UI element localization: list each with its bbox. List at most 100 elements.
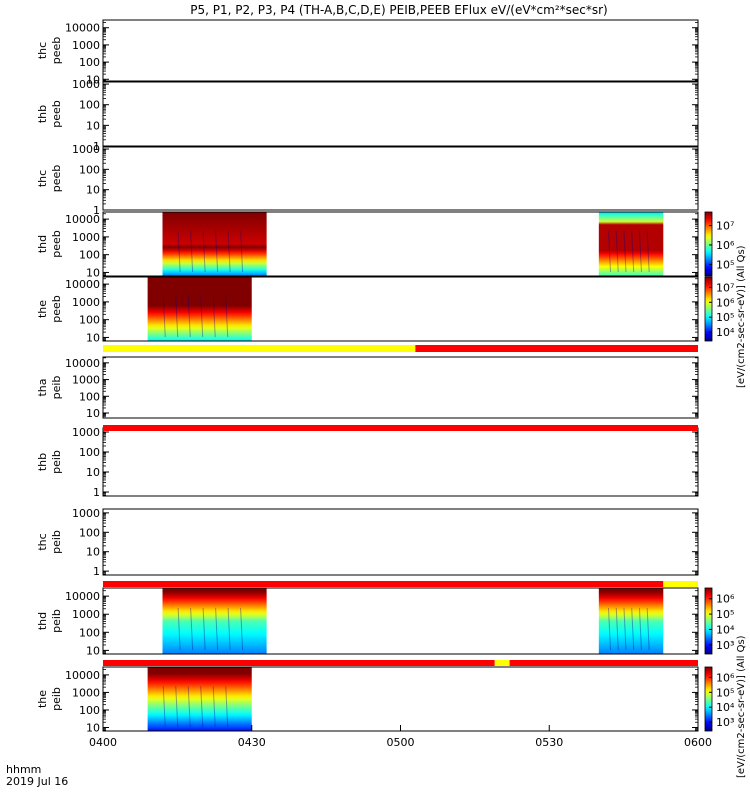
y-tick-label: 100 <box>79 704 100 717</box>
y-label-probe: thb <box>36 105 49 123</box>
panel-frame <box>102 587 699 655</box>
spectrogram-texture <box>240 607 244 651</box>
colorbar-tick-label: 10⁴ <box>716 623 735 636</box>
x-tick-label: 0430 <box>238 736 266 749</box>
mode-bar-segment <box>663 581 698 587</box>
spectrogram-block <box>147 667 252 731</box>
panel-thd-peeb: 10000 1000 100 10 thd peeb 10⁷ 10⁶ 10⁵ <box>36 211 735 279</box>
y-label-probe: thc <box>36 533 49 550</box>
y-tick-label: 100 <box>79 526 100 539</box>
date-label: 2019 Jul 16 <box>6 775 68 788</box>
y-label-probe: tha <box>36 378 49 396</box>
y-tick-label: 10 <box>86 546 100 559</box>
spectrogram-texture <box>162 686 166 728</box>
colorbar-tick-label: 10³ <box>716 639 734 652</box>
colorbar-tick-label: 10³ <box>716 716 734 729</box>
y-tick-label: 1000 <box>72 507 100 520</box>
colorbar-tick-label: 10⁵ <box>716 686 734 699</box>
y-tick-label: 10000 <box>65 357 100 370</box>
colorbar-tick-label: 10⁷ <box>716 281 734 294</box>
chart-title: P5, P1, P2, P3, P4 (TH-A,B,C,D,E) PEIB,P… <box>190 3 607 17</box>
panel-thb-peeb: 1000 100 10 1 thb peeb <box>36 78 699 153</box>
colorbar <box>704 587 713 655</box>
x-tick-label: 0400 <box>89 736 117 749</box>
y-tick-label: 1000 <box>72 296 100 309</box>
mode-bar-segment <box>103 425 698 431</box>
x-tick-label: 0600 <box>684 736 712 749</box>
y-tick-label: 1000 <box>72 78 100 91</box>
spectrogram-texture <box>177 231 181 273</box>
y-tick-label: 10 <box>86 73 100 86</box>
mode-bar-segment <box>103 581 664 587</box>
spectrogram-texture <box>190 231 194 273</box>
colorbar-tick-label: 10⁵ <box>716 608 734 621</box>
panel-thc-peib: 1000 100 10 1 thc peib <box>36 507 699 578</box>
y-tick-label: 100 <box>79 446 100 459</box>
x-axis: 0400 0430 0500 0530 0600 <box>89 725 712 749</box>
y-tick-label: 1000 <box>72 608 100 621</box>
colorbar <box>704 276 713 342</box>
x-tick-label: 0530 <box>535 736 563 749</box>
spectrogram-texture <box>646 607 650 651</box>
y-tick-label: 1 <box>93 140 100 153</box>
spectrogram-texture <box>225 686 229 728</box>
y-label-probe: the <box>36 300 49 318</box>
spectrogram-texture <box>608 231 612 273</box>
y-tick-label: 100 <box>79 249 100 262</box>
colorbar-tick-label: 10⁴ <box>716 326 735 339</box>
mode-bar-segment <box>103 345 416 352</box>
spectrogram-texture <box>200 686 204 728</box>
spectrogram-texture <box>190 607 194 651</box>
y-tick-label: 100 <box>79 99 100 112</box>
y-tick-label: 10000 <box>65 590 100 603</box>
spectrogram-texture <box>227 607 231 651</box>
panel-frame <box>102 508 699 576</box>
panel-tha-peeb: 10000 1000 100 10 thc peeb <box>36 19 699 86</box>
y-tick-label: 10 <box>86 721 100 734</box>
y-tick-label: 1000 <box>72 143 100 156</box>
colorbar-tick-label: 10⁵ <box>716 311 734 324</box>
panel-frame <box>102 146 699 211</box>
colorbar <box>704 666 713 732</box>
spectrogram-texture <box>212 296 216 338</box>
panel-frame <box>102 427 699 497</box>
y-label-probe: thc <box>36 42 49 59</box>
panel-thb-peib: 1000 100 10 1 thb peib <box>36 426 699 499</box>
colorbar-label-eeb: [eV/(cm2-sec-sr-eV)] (All Qs) <box>736 245 747 388</box>
spectrogram-texture <box>638 231 642 273</box>
y-label-probe: thd <box>36 612 49 630</box>
y-label-product: peib <box>50 376 63 400</box>
spectrogram-texture <box>200 296 204 338</box>
spectrogram-texture <box>623 607 627 651</box>
y-label-probe: the <box>36 690 49 708</box>
y-label-probe: thb <box>36 453 49 471</box>
spectrogram-block <box>598 212 664 276</box>
y-label-product: peeb <box>50 230 63 258</box>
colorbar-tick-label: 10⁶ <box>716 296 735 309</box>
spectrogram-texture <box>646 231 650 273</box>
mode-bar-segment <box>103 660 495 666</box>
panel-frame <box>102 356 699 419</box>
spectrogram-texture <box>162 296 166 338</box>
spectrogram-texture <box>202 607 206 651</box>
y-label-probe: thc <box>36 170 49 187</box>
y-label-product: peib <box>50 450 63 474</box>
spectrogram-texture <box>631 231 635 273</box>
spectrogram-texture <box>177 607 181 651</box>
mode-bars <box>103 345 698 666</box>
spectrogram-texture <box>225 296 229 338</box>
y-tick-label: 10 <box>86 331 100 344</box>
y-tick-label: 10000 <box>65 213 100 226</box>
panel-tha-peib: 10000 1000 100 10 tha peib <box>36 356 699 420</box>
colorbar-tick-label: 10⁴ <box>716 701 735 714</box>
y-tick-label: 100 <box>79 626 100 639</box>
y-label-probe: thd <box>36 235 49 253</box>
y-tick-label: 1 <box>93 204 100 217</box>
y-label-product: peib <box>50 687 63 711</box>
colorbar-label-eib: [eV/(cm2-sec-sr-eV)] (All Qs) <box>736 635 747 778</box>
y-label-product: peib <box>50 530 63 554</box>
panel-the-peeb: 10000 1000 100 10 the peeb 10⁷ 10⁶ 10⁵ 10⁴ <box>36 276 735 344</box>
y-tick-label: 10 <box>86 407 100 420</box>
